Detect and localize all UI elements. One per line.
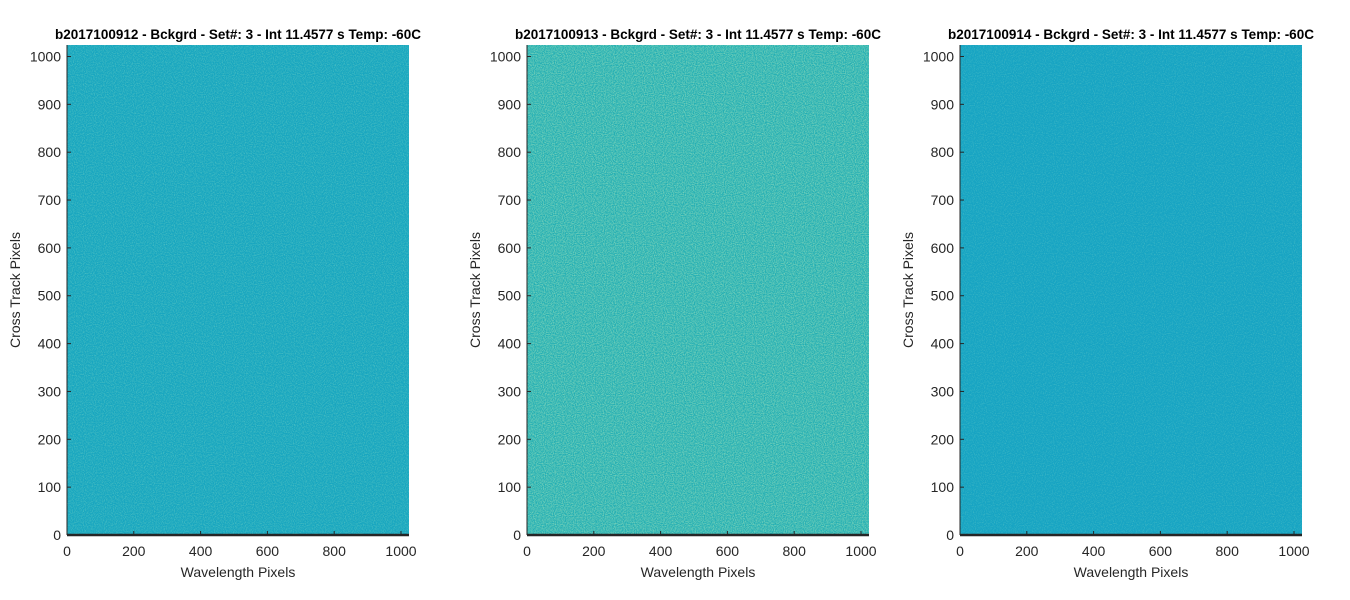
x-tick-label: 200: [122, 543, 146, 559]
y-tick-label: 1000: [30, 48, 61, 64]
y-tick-label: 100: [498, 479, 522, 495]
y-tick-label: 600: [931, 240, 955, 256]
x-tick-label: 1000: [385, 543, 416, 559]
y-tick-label: 500: [38, 288, 62, 304]
x-tick-label: 400: [1082, 543, 1106, 559]
heatmap-panel-1: 0 100 200 300 400 500 600 700 800 900 1000 0 200 400 6…: [7, 27, 421, 580]
chart-title: b2017100913 - Bckgrd - Set#: 3 - Int 11.…: [515, 27, 881, 42]
x-axis-label: Wavelength Pixels: [1074, 564, 1189, 580]
heatmap-noise: [527, 45, 869, 535]
x-tick-label: 600: [716, 543, 740, 559]
y-tick-label: 300: [38, 383, 62, 399]
y-tick-label: 300: [931, 383, 955, 399]
x-tick-label: 800: [1216, 543, 1240, 559]
y-tick-label: 100: [38, 479, 62, 495]
y-tick-label: 0: [946, 527, 954, 543]
y-tick-label: 900: [38, 96, 62, 112]
y-tick-label: 1000: [490, 48, 521, 64]
heatmap-noise: [67, 45, 409, 535]
y-tick-label: 1000: [923, 48, 954, 64]
y-tick-label: 0: [53, 527, 61, 543]
y-tick-label: 700: [931, 192, 955, 208]
x-tick-label: 1000: [1278, 543, 1309, 559]
y-tick-label: 800: [931, 144, 955, 160]
chart-title: b2017100914 - Bckgrd - Set#: 3 - Int 11.…: [948, 27, 1314, 42]
y-tick-label: 500: [931, 288, 955, 304]
x-tick-label: 600: [1149, 543, 1173, 559]
y-tick-label: 700: [498, 192, 522, 208]
y-tick-label: 0: [513, 527, 521, 543]
y-tick-label: 800: [38, 144, 62, 160]
y-tick-label: 600: [498, 240, 522, 256]
x-tick-label: 1000: [845, 543, 876, 559]
y-tick-label: 200: [38, 431, 62, 447]
y-axis-label: Cross Track Pixels: [7, 232, 23, 348]
y-tick-label: 200: [931, 431, 955, 447]
y-axis-label: Cross Track Pixels: [467, 232, 483, 348]
x-tick-label: 200: [582, 543, 606, 559]
y-tick-label: 800: [498, 144, 522, 160]
x-tick-label: 600: [256, 543, 280, 559]
y-tick-label: 300: [498, 383, 522, 399]
heatmap-panel-2: 0 100 200 300 400 500 600 700 800 900 1000 0 200 400 6…: [467, 27, 881, 580]
x-tick-label: 0: [523, 543, 531, 559]
x-tick-label: 800: [783, 543, 807, 559]
y-tick-label: 100: [931, 479, 955, 495]
y-tick-label: 600: [38, 240, 62, 256]
x-axis-label: Wavelength Pixels: [641, 564, 756, 580]
y-tick-label: 900: [931, 96, 955, 112]
x-tick-label: 400: [649, 543, 673, 559]
y-tick-label: 500: [498, 288, 522, 304]
chart-title: b2017100912 - Bckgrd - Set#: 3 - Int 11.…: [55, 27, 421, 42]
x-tick-label: 0: [63, 543, 71, 559]
y-tick-label: 400: [498, 336, 522, 352]
y-axis-label: Cross Track Pixels: [900, 232, 916, 348]
heatmap-noise: [960, 45, 1302, 535]
y-tick-label: 400: [931, 336, 955, 352]
y-tick-label: 900: [498, 96, 522, 112]
y-tick-label: 200: [498, 431, 522, 447]
y-tick-label: 700: [38, 192, 62, 208]
y-tick-label: 400: [38, 336, 62, 352]
x-tick-label: 400: [189, 543, 213, 559]
x-axis-label: Wavelength Pixels: [181, 564, 296, 580]
x-tick-label: 0: [956, 543, 964, 559]
x-tick-label: 800: [323, 543, 347, 559]
x-tick-label: 200: [1015, 543, 1039, 559]
heatmap-panel-3: 0 100 200 300 400 500 600 700 800 900 1000 0 200 400 6…: [900, 27, 1314, 580]
